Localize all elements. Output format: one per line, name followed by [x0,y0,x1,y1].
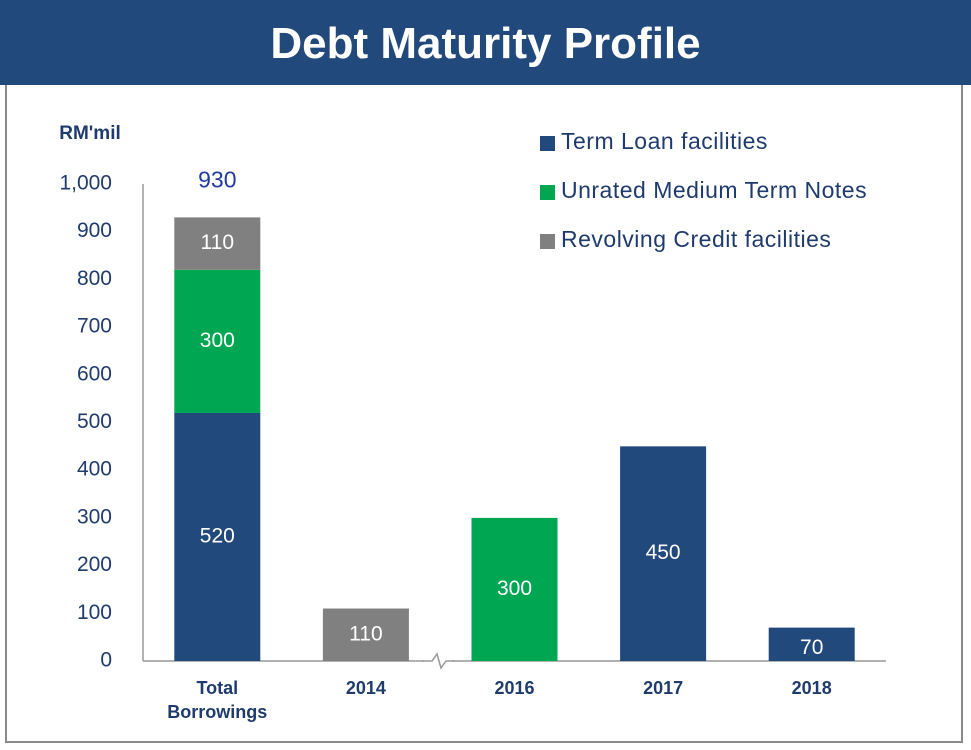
data-label: 300 [497,577,532,600]
legend-swatch [540,185,555,200]
chart-frame [5,85,963,743]
bar [174,412,261,661]
y-tick-label: 700 [77,315,112,338]
y-tick-label: 0 [100,649,112,672]
y-tick-label: 200 [77,553,112,576]
bar [471,517,558,661]
bar [174,269,261,413]
legend-swatch [540,234,555,249]
y-tick-label: 900 [77,219,112,242]
x-tick-label: Total Borrowings [167,678,268,722]
bar [620,446,707,661]
data-label: 110 [349,622,382,645]
total-label: 930 [198,166,236,192]
x-tick-label: 2017 [643,678,684,698]
legend-label: Term Loan facilities [561,128,768,154]
legend-label: Unrated Medium Term Notes [561,177,867,203]
y-tick-label: 400 [77,458,112,481]
y-tick-label: 100 [77,601,112,624]
bar [322,608,409,661]
x-tick-label: 2016 [494,678,535,698]
axis-break [422,652,455,670]
data-label: 300 [200,329,235,352]
x-tick-label: 2018 [791,678,832,698]
y-tick-label: 600 [77,362,112,385]
y-tick-label: 500 [77,410,112,433]
y-tick-label: 800 [77,267,112,290]
bar [768,627,855,661]
y-tick-label: 300 [77,505,112,528]
legend-label: Revolving Credit facilities [561,226,831,252]
data-label: 70 [800,636,823,659]
data-label: 110 [201,231,234,254]
data-label: 450 [646,541,681,564]
legend-swatch [540,136,555,151]
x-tick-label: 2014 [345,678,386,698]
data-label: 520 [200,525,235,548]
bar [174,217,261,270]
y-tick-label: 1,000 [59,172,112,195]
chart-title: Debt Maturity Profile [0,0,971,85]
y-axis-label: RM'mil [59,123,121,144]
